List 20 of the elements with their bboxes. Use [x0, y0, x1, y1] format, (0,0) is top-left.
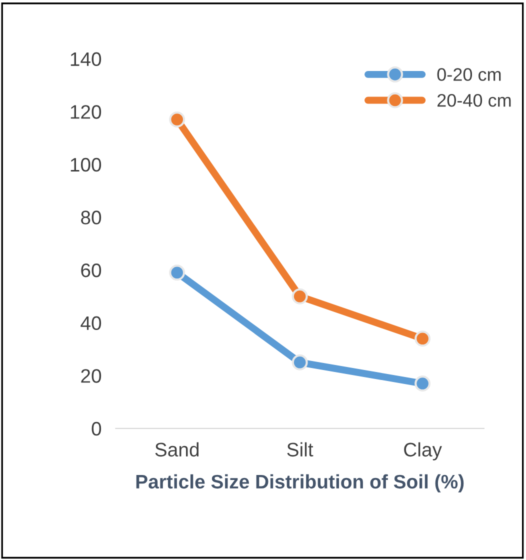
y-tick-label: 140 — [70, 52, 102, 66]
x-axis-title: Particle Size Distribution of Soil (%) — [136, 474, 464, 492]
y-tick-label: 20 — [81, 369, 102, 383]
y-tick-label: 40 — [80, 316, 102, 330]
y-tick-label: 80 — [81, 210, 102, 224]
legend-label: 0-20 cm — [437, 68, 501, 81]
point — [414, 330, 431, 347]
point — [414, 376, 431, 392]
x-tick-label: Sand — [155, 442, 199, 457]
y-tick-label: 0 — [92, 422, 102, 436]
y-tick-label: 100 — [70, 158, 102, 172]
point — [292, 354, 308, 370]
x-tick-label: Clay — [404, 442, 442, 460]
x-tick-label: Silt — [287, 442, 314, 457]
y-tick-label: 60 — [81, 263, 102, 278]
point — [169, 112, 186, 128]
point — [169, 264, 186, 281]
y-tick-label: 120 — [70, 105, 102, 119]
legend-label: 20-40 cm — [438, 94, 511, 107]
point — [292, 288, 308, 304]
